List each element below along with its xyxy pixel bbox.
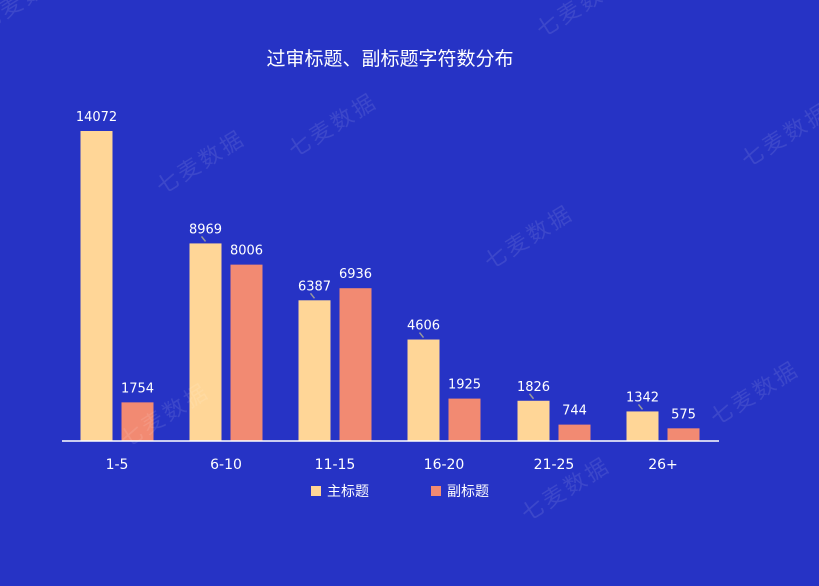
data-label-main-16-20: 4606 xyxy=(407,319,440,334)
data-label-main-1-5: 14072 xyxy=(76,110,117,125)
label-leader-21-25 xyxy=(528,393,535,400)
legend-label-main[interactable]: 主标题 xyxy=(327,484,369,500)
bar-main-21-25 xyxy=(517,400,550,441)
data-label-main-26+: 1342 xyxy=(626,390,659,405)
data-label-sub-1-5: 1754 xyxy=(121,381,154,396)
data-label-sub-6-10: 8006 xyxy=(230,244,263,259)
x-tick-label-6-10: 6-10 xyxy=(210,457,242,473)
x-tick-label-11-15: 11-15 xyxy=(315,457,356,473)
data-label-sub-26+: 575 xyxy=(671,407,696,422)
legend-swatch-main[interactable] xyxy=(311,486,321,496)
data-label-sub-11-15: 6936 xyxy=(339,267,372,282)
bar-sub-21-25 xyxy=(558,424,591,441)
chart-title: 过审标题、副标题字符数分布 xyxy=(266,48,513,70)
bar-sub-11-15 xyxy=(339,288,372,441)
x-tick-label-16-20: 16-20 xyxy=(424,457,465,473)
bar-sub-16-20 xyxy=(448,398,481,441)
data-label-sub-21-25: 744 xyxy=(562,404,587,419)
bars: 14072 1754 8969 8006 6387 6936 4606 1925 1826 744… xyxy=(76,110,700,441)
x-tick-label-26+: 26+ xyxy=(648,457,678,473)
data-label-main-6-10: 8969 xyxy=(189,222,222,237)
label-leader-6-10 xyxy=(200,235,207,242)
data-label-main-11-15: 6387 xyxy=(298,279,331,294)
label-leader-16-20 xyxy=(418,332,425,339)
bar-main-1-5 xyxy=(80,131,113,441)
label-leader-11-15 xyxy=(309,292,316,299)
data-label-main-21-25: 1826 xyxy=(517,380,550,395)
x-tick-label-21-25: 21-25 xyxy=(534,457,575,473)
x-tick-label-1-5: 1-5 xyxy=(106,457,129,473)
bar-main-11-15 xyxy=(298,300,331,441)
bar-main-26+ xyxy=(626,411,659,441)
bar-sub-6-10 xyxy=(230,264,263,441)
bar-main-6-10 xyxy=(189,243,222,441)
legend-label-sub[interactable]: 副标题 xyxy=(447,484,489,500)
legend: 主标题 副标题 xyxy=(311,484,489,500)
x-axis-ticks: 1-5 6-10 11-15 16-20 21-25 26+ xyxy=(106,457,678,473)
legend-swatch-sub[interactable] xyxy=(431,486,441,496)
bar-sub-1-5 xyxy=(121,402,154,441)
data-label-sub-16-20: 1925 xyxy=(448,378,481,393)
label-leader-26+ xyxy=(637,403,644,410)
bar-sub-26+ xyxy=(667,428,700,441)
bar-main-16-20 xyxy=(407,339,440,441)
